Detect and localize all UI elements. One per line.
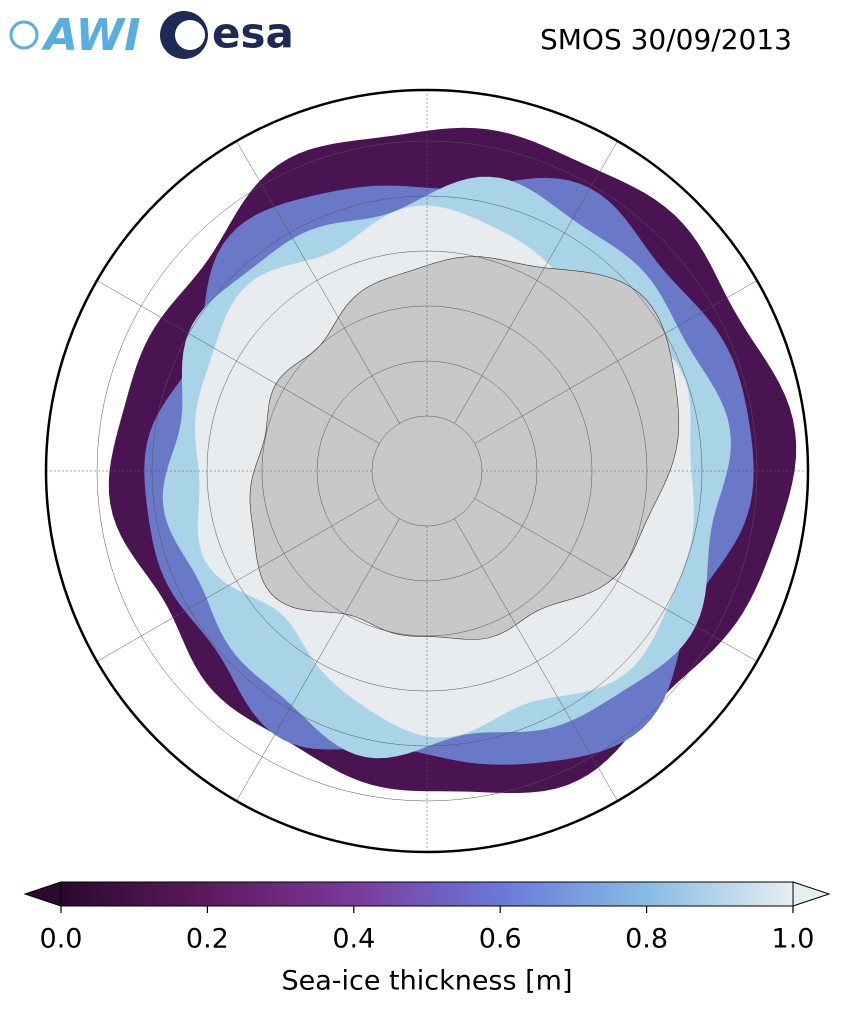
colorbar-extend-low [23,881,62,907]
meridian [89,275,380,444]
meridian [474,498,765,667]
colorbar-tick-label: 0.0 [40,924,83,955]
logo-globe [9,20,39,50]
logo-text: AWI [41,10,141,61]
logo-awi: AWI [9,10,141,61]
colorbar-tick-label: 0.2 [186,924,229,955]
latitude-circle [96,140,758,802]
colorbar-fill [61,882,793,906]
meridian [231,518,400,809]
colorbar: Sea-ice thickness [m] 0.0 0.2 0.4 0.6 0.8 1.0 [23,881,831,997]
logo-esa: esa [160,9,294,59]
colorbar-tick-label: 0.8 [625,924,668,955]
logo-text: esa [212,9,294,58]
latitude-circle [316,360,538,582]
colorbar-frame [60,881,794,907]
map-border [44,88,810,854]
meridian [89,498,380,667]
colorbar-tick-label: 1.0 [772,924,815,955]
colorbar-tick-label: 0.6 [479,924,522,955]
meridian [231,133,400,424]
logo-globe-inner [175,20,205,50]
colorbar-label: Sea-ice thickness [m] [281,966,572,997]
title: SMOS 30/09/2013 [540,23,792,56]
colorbar-extend-high [792,881,831,907]
meridian [474,275,765,444]
colorbar-tick-label: 0.4 [332,924,375,955]
meridian [454,518,623,809]
meridian [454,133,623,424]
